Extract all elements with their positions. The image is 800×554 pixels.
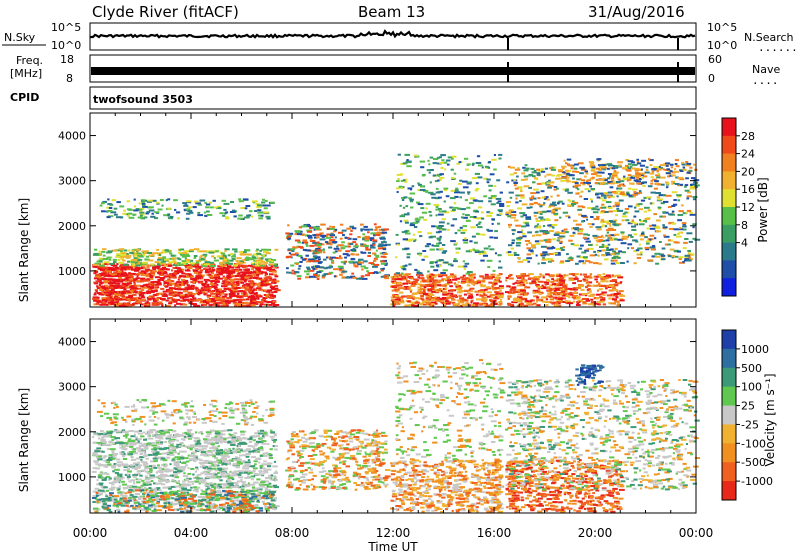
ytick-label: 3000 [58, 175, 86, 188]
date-label: 31/Aug/2016 [588, 3, 685, 21]
nsearch-tick-top: 10^5 [707, 21, 737, 34]
colorbar-tick: -1000 [741, 475, 773, 488]
xtick-label: 12:00 [376, 526, 411, 540]
nsearch-label: N.Search [744, 31, 794, 44]
colorbar-segment [722, 207, 736, 226]
nave-label: Nave [752, 63, 780, 76]
xtick-label: 04:00 [174, 526, 209, 540]
colorbar-segment [722, 348, 736, 369]
colorbar-segment [722, 367, 736, 388]
nave-tick-bottom: 0 [708, 72, 715, 85]
colorbar-segment [722, 260, 736, 279]
colorbar-segment [722, 171, 736, 190]
nsky-label: N.Sky [4, 31, 36, 44]
nsky-trace [89, 29, 696, 39]
colorbar-segment [722, 462, 736, 482]
freq-label-2: [MHz] [10, 67, 42, 80]
colorbar-tick: 20 [741, 165, 755, 178]
cpid-value: twofsound 3503 [93, 93, 193, 106]
colorbar-tick: 500 [741, 362, 762, 375]
xtick-label: 00:00 [73, 526, 108, 540]
velocity-ylabel: Slant Range [km] [17, 388, 31, 492]
nave-dots: .... [752, 74, 779, 87]
colorbar-segment [722, 242, 736, 261]
colorbar-tick: 12 [741, 201, 755, 214]
colorbar-segment [722, 153, 736, 172]
colorbar-tick: 16 [741, 183, 755, 196]
colorbar-segment [722, 224, 736, 244]
colorbar-segment [722, 189, 736, 208]
xtick-label: 20:00 [578, 526, 613, 540]
power-ylabel: Slant Range [km] [17, 198, 31, 302]
colorbar-segment [722, 443, 736, 463]
ytick-label: 1000 [58, 265, 86, 278]
xtick-label: 00:00 [679, 526, 714, 540]
freq-panel [89, 54, 697, 83]
nsky-tick-bottom: 10^0 [51, 39, 81, 52]
colorbar-tick: 24 [741, 148, 755, 161]
freq-label-1: Freq. [16, 54, 43, 67]
nsky-tick-top: 10^5 [51, 21, 81, 34]
colorbar-tick: 8 [741, 219, 748, 232]
ytick-label: 4000 [58, 336, 86, 349]
nave-tick-top: 60 [708, 53, 722, 66]
cpid-panel [89, 86, 697, 110]
colorbar-tick: -100 [741, 437, 766, 450]
ytick-label: 4000 [58, 130, 86, 143]
colorbar-segment [722, 424, 736, 444]
xtick-label: 08:00 [275, 526, 310, 540]
cpid-label: CPID [10, 91, 39, 104]
power-cbar-label: Power [dB] [756, 177, 770, 242]
xlabel: Time UT [367, 540, 418, 554]
colorbar-tick: 1000 [741, 343, 769, 356]
power-heatmap [92, 153, 701, 307]
velocity-cbar-label: Velocity [m s⁻¹] [763, 373, 777, 466]
colorbar-segment [722, 405, 736, 425]
colorbar-tick: 100 [741, 381, 762, 394]
beam-label: Beam 13 [358, 3, 425, 21]
ytick-label: 2000 [58, 426, 86, 439]
nsearch-tick-bottom: 10^0 [707, 39, 737, 52]
freq-tick-bottom: 8 [66, 72, 73, 85]
colorbar-segment [722, 330, 736, 350]
colorbar-tick: -25 [741, 418, 759, 431]
station-title: Clyde River (fitACF) [92, 3, 239, 21]
freq-tick-top: 18 [60, 53, 74, 66]
ytick-label: 3000 [58, 381, 86, 394]
colorbar-segment [722, 278, 736, 297]
ytick-label: 1000 [58, 471, 86, 484]
colorbar-segment [722, 118, 736, 137]
colorbar-segment [722, 386, 736, 407]
colorbar-tick: 4 [741, 237, 748, 250]
xtick-label: 16:00 [477, 526, 512, 540]
colorbar-tick: 25 [741, 400, 755, 413]
colorbar-tick: 28 [741, 130, 755, 143]
ytick-label: 2000 [58, 220, 86, 233]
freq-trace [91, 67, 695, 75]
colorbar-segment [722, 135, 736, 155]
colorbar-tick: -500 [741, 456, 766, 469]
colorbar-segment [722, 481, 736, 501]
velocity-heatmap [92, 359, 700, 513]
nsearch-dots: ....... [758, 41, 800, 54]
